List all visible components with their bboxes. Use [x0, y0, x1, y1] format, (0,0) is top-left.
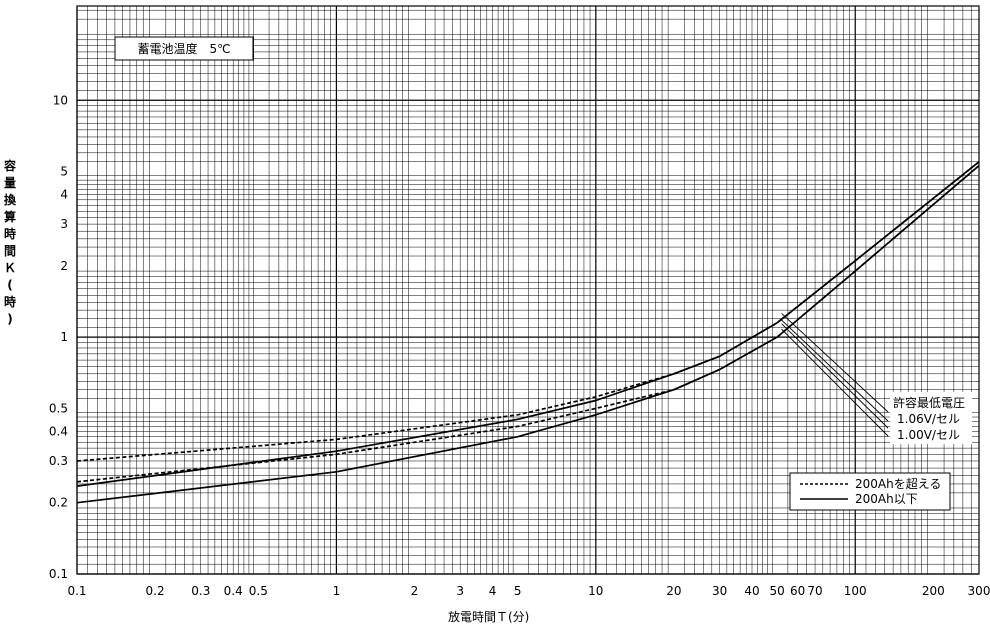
y-axis-label-char: 間 — [3, 244, 16, 258]
x-tick-label: 2 — [411, 584, 419, 598]
x-tick-label: 10 — [588, 584, 603, 598]
y-tick-label: 3 — [60, 217, 68, 231]
y-tick-label: 1 — [60, 330, 68, 344]
y-axis-label-char: ) — [7, 312, 13, 326]
y-axis-label-char: 算 — [3, 210, 16, 224]
x-tick-label: 20 — [666, 584, 681, 598]
y-axis-label-char: 時 — [3, 295, 16, 309]
legend: 200Ahを超える 200Ah以下 — [789, 472, 951, 511]
y-axis-label-char: 時 — [3, 227, 16, 241]
y-tick-labels: 0.1 0.2 0.3 0.4 0.5 1 2 3 4 5 10 — [49, 93, 68, 581]
y-tick-label: 2 — [60, 259, 68, 273]
x-tick-label: 0.1 — [67, 584, 86, 598]
y-tick-label: 0.1 — [49, 567, 68, 581]
y-tick-label: 0.2 — [49, 496, 68, 510]
x-tick-label: 1 — [333, 584, 341, 598]
temperature-annotation: 蓄電池温度 5℃ — [114, 36, 254, 61]
y-tick-label: 0.3 — [49, 454, 68, 468]
x-tick-label: 70 — [807, 584, 822, 598]
series-line-solid-4 — [76, 164, 980, 504]
x-axis-label: 放電時間Ｔ(分) — [448, 610, 530, 624]
x-tick-label: 3 — [456, 584, 464, 598]
voltage-pointer-lines — [781, 313, 889, 437]
x-tick-label: 4 — [489, 584, 497, 598]
legend-label-over-200ah: 200Ahを超える — [855, 476, 941, 491]
series-lines — [76, 161, 980, 504]
voltage-label-title: 許容最低電圧 — [893, 395, 965, 410]
x-tick-label: 30 — [712, 584, 727, 598]
y-tick-label: 10 — [53, 93, 68, 107]
x-tick-label: 0.2 — [146, 584, 165, 598]
y-axis-label-char: 量 — [3, 176, 16, 190]
voltage-labels: 許容最低電圧 1.06V/セル 1.00V/セル — [890, 392, 972, 444]
voltage-pointer-line — [781, 328, 889, 437]
y-tick-label: 5 — [60, 165, 68, 179]
y-axis-label-char: Ｋ — [3, 261, 16, 275]
x-tick-label: 60 — [790, 584, 805, 598]
y-axis-label-char: 換 — [3, 193, 16, 207]
x-tick-label: 100 — [844, 584, 867, 598]
y-tick-label: 0.4 — [49, 424, 68, 438]
temperature-annotation-text: 蓄電池温度 5℃ — [137, 41, 230, 56]
plot-border — [76, 5, 980, 575]
x-tick-label: 300 — [968, 584, 990, 598]
x-tick-label: 50 — [769, 584, 784, 598]
voltage-label-100: 1.00V/セル — [897, 428, 960, 442]
y-tick-label: 0.5 — [49, 401, 68, 415]
x-tick-label: 5 — [514, 584, 522, 598]
y-axis-label-char: 容 — [3, 159, 16, 173]
grid — [76, 5, 980, 575]
y-tick-label: 4 — [60, 188, 68, 202]
x-tick-label: 0.4 — [224, 584, 243, 598]
voltage-pointer-line — [781, 313, 889, 413]
y-axis-label-char: ( — [7, 278, 13, 292]
voltage-pointer-line — [781, 319, 889, 422]
voltage-pointer-line — [781, 323, 889, 429]
x-tick-label: 200 — [922, 584, 945, 598]
series-line-solid-3 — [76, 161, 980, 487]
legend-label-under-200ah: 200Ah以下 — [855, 492, 918, 506]
x-tick-label: 0.3 — [191, 584, 210, 598]
x-tick-labels: 0.1 0.2 0.3 0.4 0.5 1 2 3 4 5 10 20 30 40 50 60 70 100 200… — [67, 584, 990, 598]
x-tick-label: 0.5 — [249, 584, 268, 598]
voltage-label-106: 1.06V/セル — [897, 412, 960, 426]
x-tick-label: 40 — [744, 584, 759, 598]
